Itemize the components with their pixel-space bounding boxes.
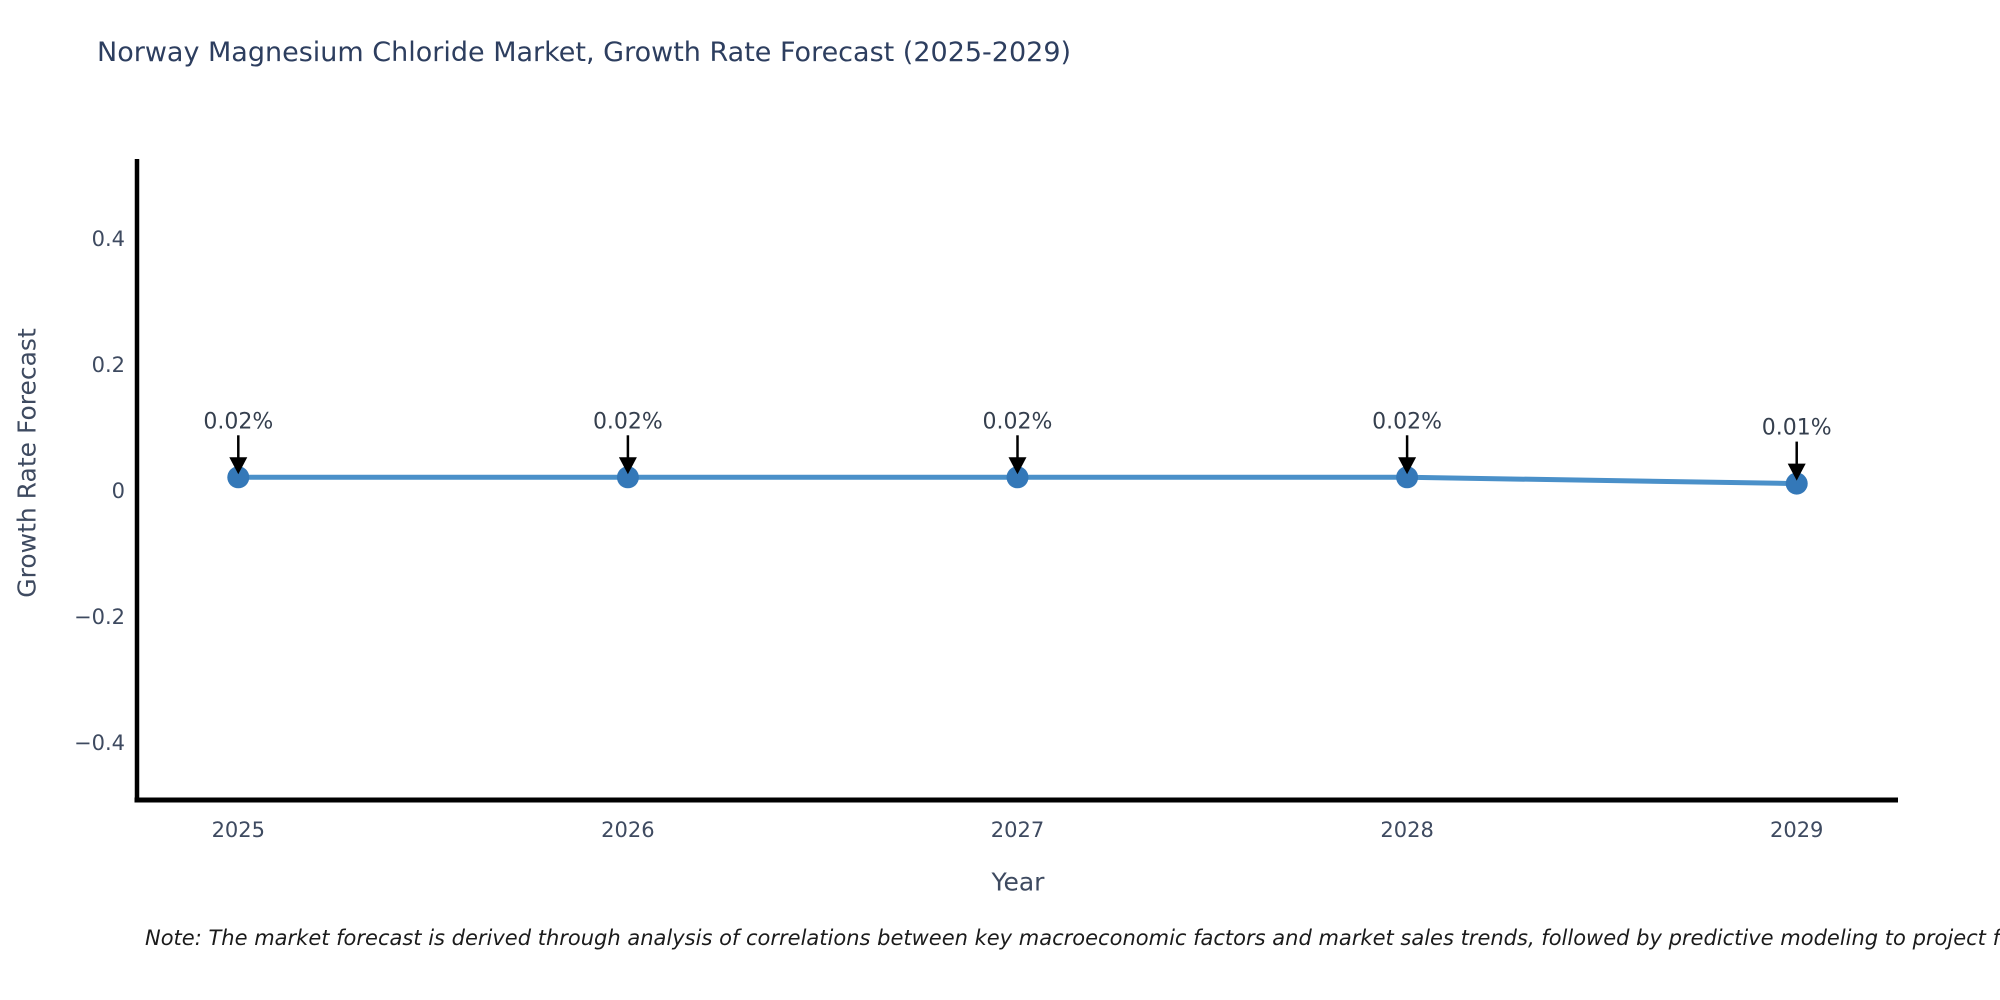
annotation-arrowhead-icon: [1008, 457, 1027, 475]
chart-title: Norway Magnesium Chloride Market, Growth…: [97, 37, 1072, 68]
x-tick-label: 2027: [991, 818, 1044, 842]
y-tick-label: 0.2: [92, 353, 125, 377]
point-value-label: 0.02%: [983, 409, 1053, 434]
annotation-arrowhead-icon: [229, 457, 248, 475]
x-tick-label: 2026: [601, 818, 654, 842]
x-axis-title: Year: [991, 867, 1045, 897]
annotation-arrowhead-icon: [1787, 463, 1806, 481]
x-tick-label: 2029: [1770, 818, 1823, 842]
annotation-arrowhead-icon: [1398, 457, 1417, 475]
data-point-marker: [1396, 466, 1419, 489]
point-value-label: 0.01%: [1762, 416, 1832, 441]
y-tick-label: −0.2: [74, 605, 125, 629]
annotation-arrowhead-icon: [618, 457, 637, 475]
data-point-marker: [616, 466, 639, 489]
point-value-label: 0.02%: [593, 409, 663, 434]
data-point-marker: [227, 466, 250, 489]
data-point-marker: [1785, 472, 1808, 495]
y-tick-label: 0.4: [92, 227, 125, 251]
data-point-marker: [1006, 466, 1029, 489]
point-value-label: 0.02%: [203, 409, 273, 434]
y-tick-label: −0.4: [74, 731, 125, 755]
x-tick-label: 2028: [1380, 818, 1433, 842]
x-tick-label: 2025: [212, 818, 265, 842]
y-tick-label: 0: [112, 479, 125, 503]
point-value-label: 0.02%: [1372, 409, 1442, 434]
footnote: Note: The market forecast is derived thr…: [145, 926, 2000, 950]
